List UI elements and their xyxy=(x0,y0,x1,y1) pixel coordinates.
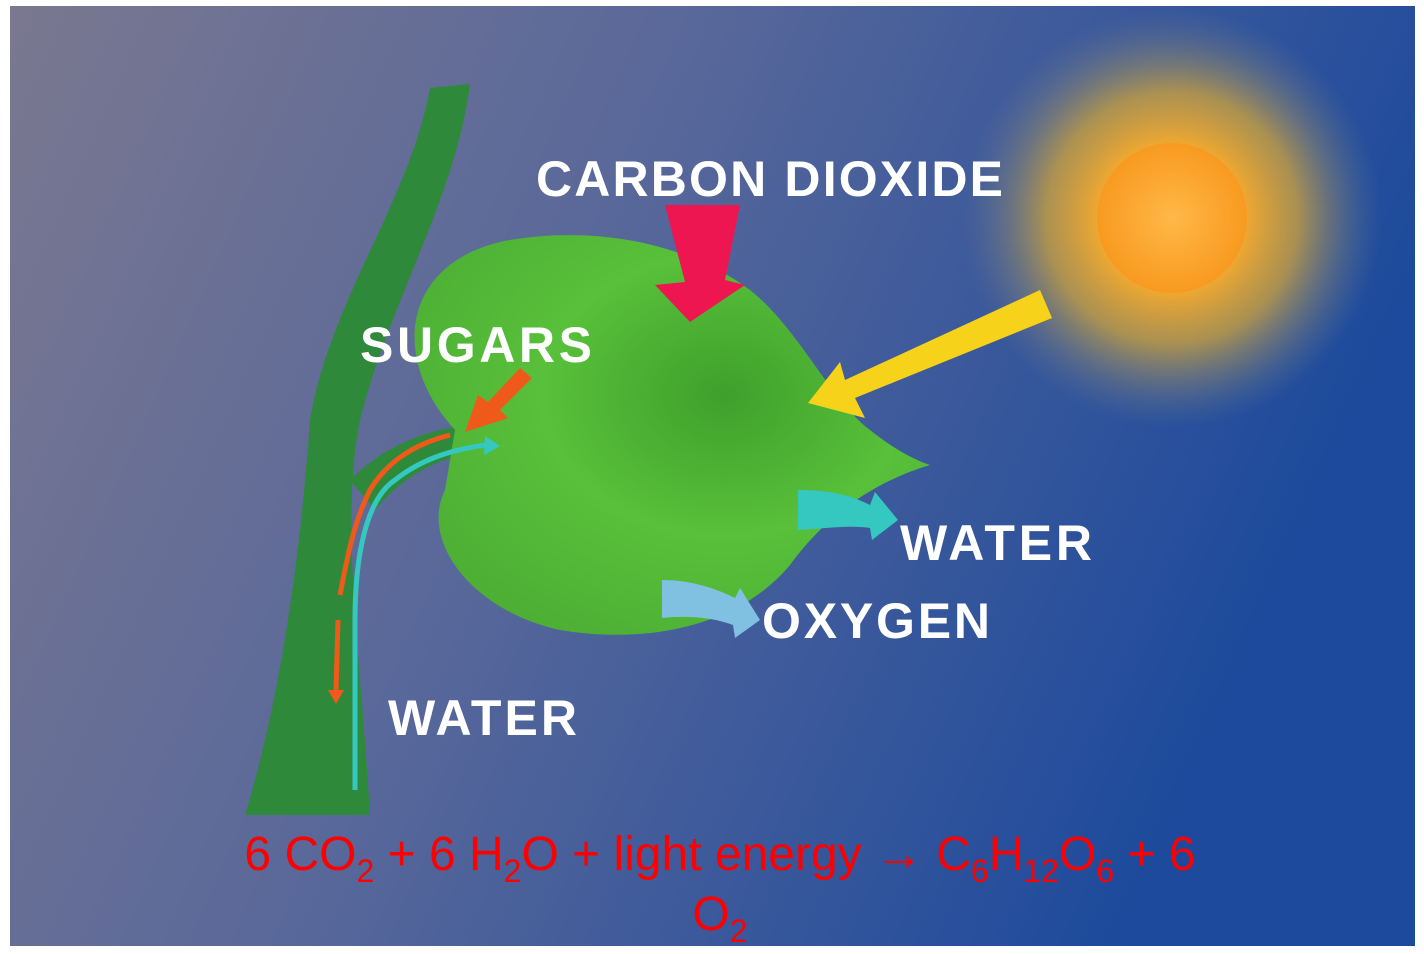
subscript: 6 xyxy=(1096,853,1114,889)
equation-text: O + light energy → C xyxy=(521,828,971,881)
equation-text: H xyxy=(989,828,1024,881)
equation-text: O xyxy=(692,888,729,941)
sugar-arrow xyxy=(465,368,532,432)
label-water-in: WATER xyxy=(388,690,577,746)
co2-arrow xyxy=(655,205,745,322)
equation-text: + 6 H xyxy=(374,828,503,881)
sugar-flow xyxy=(333,432,451,691)
sugar-flow-head xyxy=(328,690,344,704)
oxygen-arrow xyxy=(662,580,760,638)
water-flow-head xyxy=(484,436,500,455)
subscript: 2 xyxy=(504,853,522,889)
water-out-arrow xyxy=(798,490,898,540)
light-arrow xyxy=(808,290,1052,418)
equation: 6 CO2 + 6 H2O + light energy → C6H12O6 +… xyxy=(244,828,1195,949)
subscript: 2 xyxy=(356,853,374,889)
label-carbon-dioxide: CARBON DIOXIDE xyxy=(536,151,1002,207)
subscript: 2 xyxy=(730,913,748,949)
stem xyxy=(245,84,470,815)
label-water-out: WATER xyxy=(900,515,1092,571)
water-flow xyxy=(352,442,486,790)
equation-line: 6 CO2 + 6 H2O + light energy → C6H12O6 +… xyxy=(244,828,1195,889)
equation-text: 6 CO xyxy=(244,828,356,881)
equation-text: O xyxy=(1059,828,1096,881)
subscript: 6 xyxy=(971,853,989,889)
sun xyxy=(1097,143,1247,293)
leaf xyxy=(414,235,930,635)
equation-text: + 6 xyxy=(1114,828,1195,881)
equation-line: O2 xyxy=(692,888,747,949)
subscript: 12 xyxy=(1023,853,1059,889)
